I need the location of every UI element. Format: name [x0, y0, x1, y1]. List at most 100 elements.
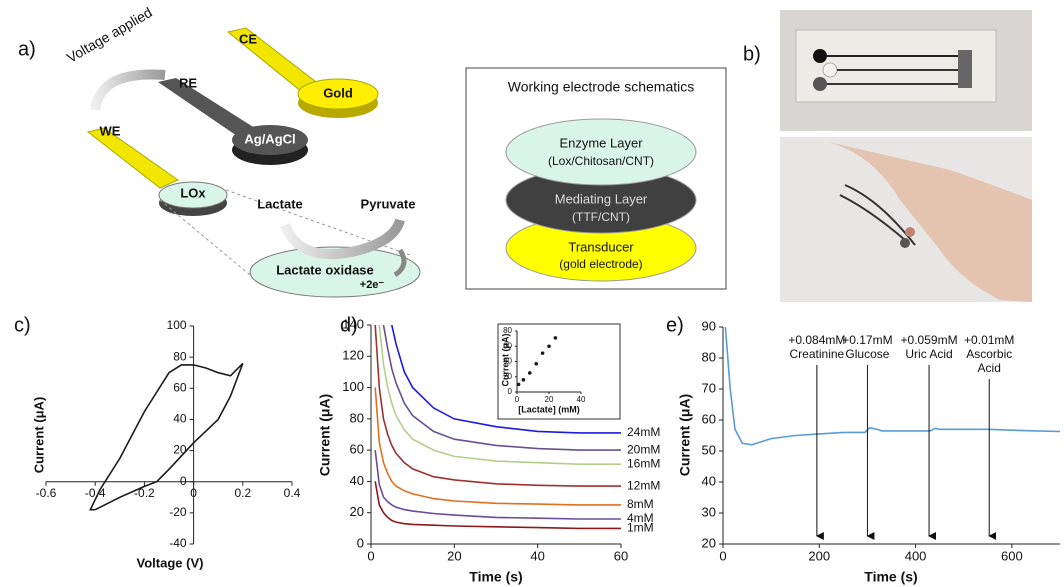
panel-label: b) — [743, 43, 761, 65]
x-tick-label: -0.6 — [36, 486, 57, 500]
layer-detail: (gold electrode) — [559, 257, 642, 271]
x-axis-label: Time (s) — [469, 569, 522, 585]
layer-name: Enzyme Layer — [559, 135, 643, 150]
y-tick-label: 40 — [173, 412, 187, 426]
electrode — [900, 238, 910, 248]
y-tick-label: 80 — [702, 349, 716, 364]
schematic-title: Working electrode schematics — [508, 79, 694, 95]
layer-name: Mediating Layer — [555, 191, 648, 206]
y-tick-label: 90 — [702, 318, 716, 333]
re-strip — [158, 78, 258, 138]
electrode — [823, 63, 837, 77]
x-axis-label: Voltage (V) — [137, 555, 204, 570]
x-tick-label: 40 — [530, 548, 544, 563]
y-tick-label: 0 — [357, 535, 364, 550]
x-tick-label: 400 — [905, 548, 927, 563]
point — [541, 351, 545, 355]
page: a) b) c) d) e) Voltage applied CE Gold R… — [0, 0, 1064, 587]
electrode-drawing — [88, 28, 420, 297]
y-tick-label: 120 — [342, 348, 364, 363]
y-axis-label: Current (μA) — [31, 397, 46, 474]
label: Lactate oxidase — [276, 262, 374, 277]
y-axis-label: Current (μA) — [317, 394, 333, 476]
y-tick-label: 0 — [180, 474, 187, 488]
annotation: +0.01mM — [964, 333, 1014, 347]
photo — [780, 10, 1032, 302]
label: LOx — [180, 185, 206, 200]
y-tick-label: 140 — [342, 316, 364, 331]
label: Lactate — [257, 196, 303, 211]
point — [534, 362, 538, 366]
series-label: 8mM — [627, 497, 654, 511]
label: Gold — [323, 85, 353, 100]
electrode — [813, 77, 827, 91]
contact-pads — [958, 50, 972, 88]
series-label: 4mM — [627, 511, 654, 525]
voltage-arrow — [95, 74, 165, 110]
series-label: 16mM — [627, 456, 660, 470]
y-tick-label: 60 — [350, 442, 364, 457]
panel-label: a) — [18, 38, 36, 60]
annotation: Uric Acid — [905, 347, 952, 361]
point — [547, 344, 551, 348]
y-tick-label: 40 — [702, 473, 716, 488]
point — [517, 383, 521, 387]
y-tick-label: -20 — [169, 505, 187, 519]
annotation: +0.17mM — [842, 333, 892, 347]
label: CE — [239, 31, 257, 46]
x-tick-label: 0.4 — [284, 486, 301, 500]
panel-label: e) — [666, 314, 684, 336]
x-tick-label: 0 — [367, 548, 374, 563]
x-tick-label: 20 — [545, 395, 554, 404]
point — [554, 336, 558, 340]
plot-area — [90, 363, 243, 509]
figure: a) b) c) d) e) Voltage applied CE Gold R… — [0, 0, 1064, 587]
x-tick-label: 60 — [614, 548, 628, 563]
x-tick-label: 0 — [515, 395, 520, 404]
y-tick-label: 60 — [702, 411, 716, 426]
y-tick-label: 20 — [173, 443, 187, 457]
y-tick-label: 0 — [508, 387, 513, 396]
layer-detail: (Lox/Chitosan/CNT) — [548, 154, 654, 168]
annotation: +0.059mM — [901, 333, 958, 347]
y-tick-label: 60 — [173, 380, 187, 394]
label: +2e⁻ — [360, 279, 385, 291]
x-axis-label: Time (s) — [864, 569, 917, 585]
x-tick-label: 0 — [719, 548, 726, 563]
y-tick-label: -40 — [169, 536, 187, 550]
x-tick-label: 200 — [808, 548, 830, 563]
x-tick-label: 40 — [577, 395, 586, 404]
label: Voltage applied — [64, 4, 155, 66]
annotation: Creatinine — [790, 347, 845, 361]
annotation: +0.084mM — [788, 333, 845, 347]
series-label: 12mM — [627, 478, 660, 492]
line — [90, 363, 243, 509]
label: Ag/AgCl — [244, 131, 295, 146]
reaction-arrow — [285, 220, 400, 254]
y-tick-label: 50 — [702, 442, 716, 457]
electrode — [813, 49, 827, 63]
panel-label: c) — [14, 314, 31, 336]
annotation: Ascorbic — [966, 347, 1012, 361]
y-tick-label: 100 — [342, 379, 364, 394]
point — [522, 378, 526, 382]
x-axis-label: [Lactate] (mM) — [518, 404, 580, 414]
y-tick-label: 30 — [702, 504, 716, 519]
x-tick-label: 0 — [190, 486, 197, 500]
label: RE — [179, 75, 197, 90]
x-tick-label: 0.2 — [234, 486, 251, 500]
y-tick-label: 80 — [173, 349, 187, 363]
layer-name: Transducer — [568, 239, 634, 254]
x-tick-label: 20 — [447, 548, 461, 563]
layer — [506, 119, 696, 185]
y-tick-label: 80 — [350, 410, 364, 425]
y-tick-label: 40 — [350, 473, 364, 488]
y-axis-label: Current (μA) — [677, 394, 693, 476]
y-tick-label: 70 — [702, 380, 716, 395]
label: WE — [100, 123, 121, 138]
series-label: 20mM — [627, 442, 660, 456]
annotation: Glucose — [845, 347, 889, 361]
y-tick-label: 20 — [350, 504, 364, 519]
y-axis-label: Current (μA) — [500, 333, 510, 386]
